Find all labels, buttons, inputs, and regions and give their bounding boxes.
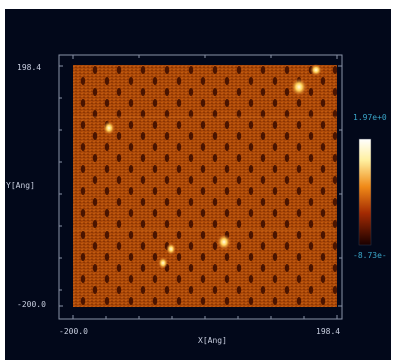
y-axis-title: Y[Ang] (6, 181, 35, 190)
colorbar-max-label: 1.97e+0 (353, 113, 387, 122)
bright-spot (158, 257, 168, 269)
bright-spot (217, 234, 231, 250)
plot-frame (58, 54, 343, 320)
x-min-label: -200.0 (59, 327, 88, 336)
y-max-label: 198.4 (17, 63, 42, 72)
x-axis-title: X[Ang] (198, 336, 227, 345)
y-axis-ticks (59, 65, 342, 307)
bright-spot (103, 121, 115, 135)
stm-surface-image (73, 64, 337, 307)
x-axis-ticks (72, 55, 338, 319)
x-max-label: 198.4 (316, 327, 341, 336)
colorbar-min-label: -8.73e- (353, 251, 387, 260)
stm-image-viewer: 198.4 -200.0 -200.0 198.4 Y[Ang] X[Ang] … (5, 9, 391, 360)
plot-canvas (58, 54, 372, 320)
bright-spot (291, 78, 307, 96)
colorbar (358, 138, 372, 246)
bright-spot (310, 64, 322, 76)
y-min-label: -200.0 (17, 300, 46, 309)
bright-spot (166, 243, 176, 255)
